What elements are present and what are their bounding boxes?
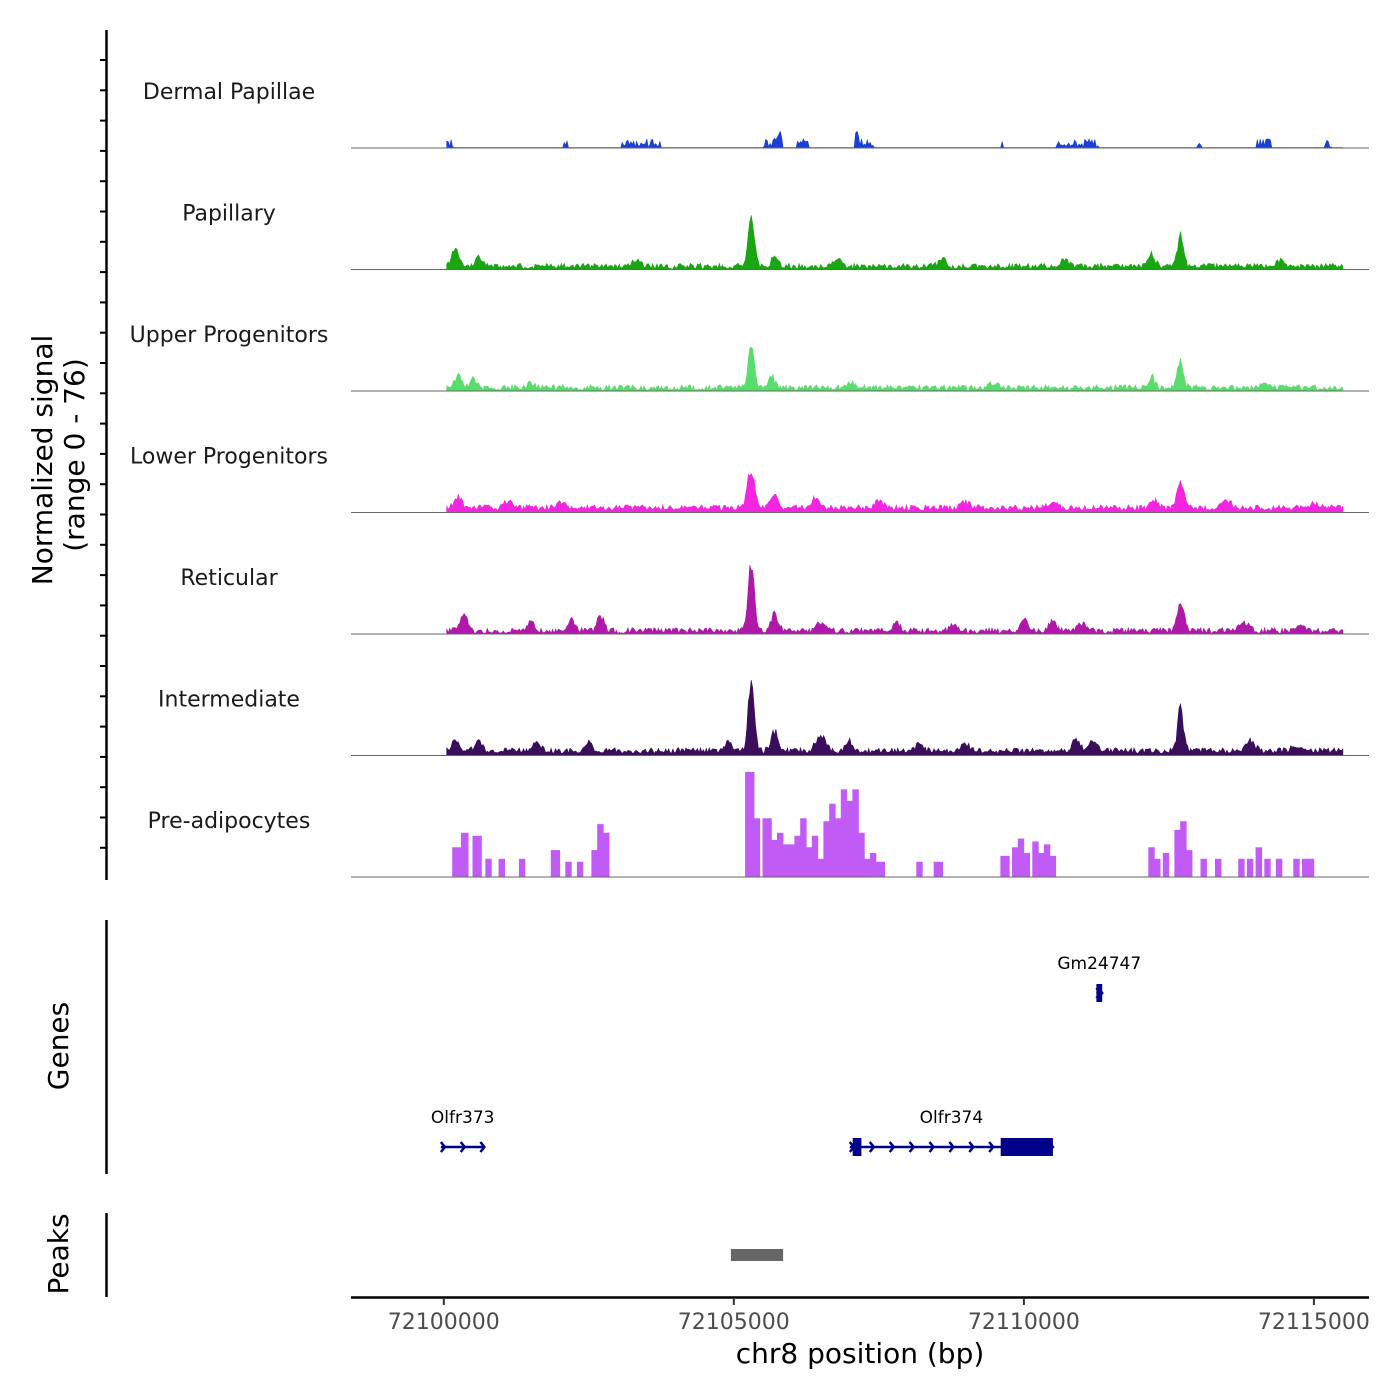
- gene-model: Olfr374: [848, 1108, 1055, 1156]
- coverage-track-label: Intermediate: [158, 688, 300, 713]
- strand-arrow: [948, 1141, 956, 1153]
- coverage-track-label: Papillary: [182, 202, 276, 227]
- peak-regions: [730, 1249, 784, 1261]
- x-axis-ticks: 72100000 72105000 72110000 72115000: [388, 1298, 1370, 1335]
- strand-arrow: [439, 1141, 447, 1153]
- coverage-area: [446, 215, 1344, 271]
- coverage-track-label: Reticular: [180, 566, 278, 591]
- genes-ylabel: Genes: [42, 1002, 75, 1090]
- gene-model: Gm24747: [1057, 954, 1141, 1002]
- coverage-area: [446, 679, 1344, 756]
- coverage-track-label: Pre-adipocytes: [148, 809, 311, 834]
- coverage-track-label: Upper Progenitors: [130, 323, 329, 348]
- coverage-track-label: Lower Progenitors: [130, 445, 328, 470]
- gene-exon: [1096, 984, 1103, 1002]
- coverage-track: Intermediate: [158, 679, 1369, 756]
- x-axis-title: chr8 position (bp): [736, 1337, 985, 1370]
- strand-arrow: [928, 1141, 936, 1153]
- strand-arrow: [968, 1141, 975, 1153]
- coverage-track: Dermal Papillae: [143, 80, 1369, 149]
- gene-label: Olfr374: [920, 1108, 984, 1128]
- gene-exon: [1000, 1138, 1053, 1156]
- x-tick-label: 72115000: [1258, 1310, 1370, 1335]
- coverage-y-ticks: [100, 59, 106, 849]
- coverage-area: [446, 565, 1344, 635]
- coverage-area: [446, 346, 1344, 392]
- gene-label: Olfr373: [431, 1108, 495, 1128]
- strand-arrow: [988, 1141, 995, 1153]
- gene-models: Olfr373 Olfr374 Gm24747: [431, 954, 1141, 1156]
- gene-label: Gm24747: [1057, 954, 1141, 974]
- coverage-track: Upper Progenitors: [130, 323, 1369, 392]
- peaks-ylabel: Peaks: [42, 1213, 75, 1294]
- coverage-area: [446, 473, 1344, 513]
- strand-arrow: [888, 1141, 896, 1153]
- coverage-track: Reticular: [180, 565, 1369, 635]
- strand-arrow: [459, 1141, 467, 1153]
- strand-arrow: [479, 1141, 487, 1153]
- genes-panel: Genes Olfr373 Olfr374 Gm24747: [42, 920, 1141, 1174]
- coverage-area: [452, 772, 1315, 877]
- x-axis: 72100000 72105000 72110000 72115000 chr8 po…: [351, 1296, 1370, 1370]
- strand-arrow: [868, 1141, 876, 1153]
- peaks-panel: Peaks: [42, 1213, 784, 1297]
- x-tick-label: 72110000: [968, 1310, 1080, 1335]
- coverage-track: Pre-adipocytes: [148, 772, 1369, 878]
- coverage-track: Lower Progenitors: [130, 445, 1369, 513]
- coverage-tracks: Dermal Papillae Papillary Upper Progenitor…: [130, 80, 1369, 878]
- coverage-track-label: Dermal Papillae: [143, 80, 315, 105]
- peak-region: [730, 1249, 784, 1261]
- x-tick-label: 72105000: [678, 1310, 790, 1335]
- coverage-ylabel-line2: (range 0 - 76): [58, 358, 91, 552]
- gene-exon: [852, 1138, 862, 1156]
- x-tick-label: 72100000: [388, 1310, 500, 1335]
- strand-arrow: [908, 1141, 916, 1153]
- coverage-ylabel-line1: Normalized signal: [26, 335, 59, 586]
- coverage-panel: Normalized signal (range 0 - 76) Dermal …: [26, 30, 1369, 880]
- gene-model: Olfr373: [431, 1108, 495, 1153]
- coverage-track: Papillary: [182, 202, 1369, 271]
